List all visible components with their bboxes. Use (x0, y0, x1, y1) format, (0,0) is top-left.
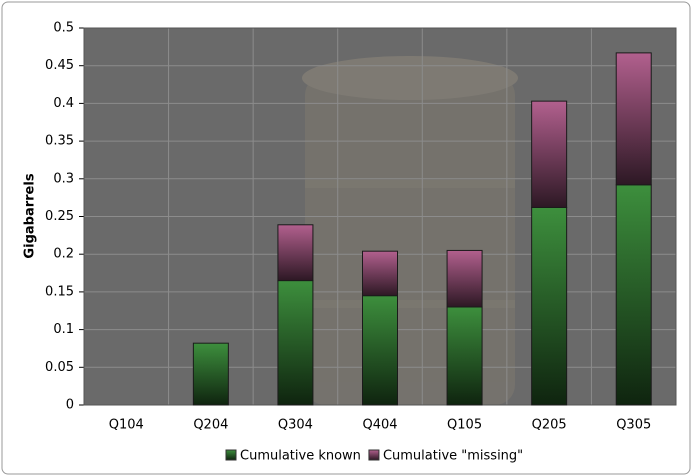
bar-segment (192, 342, 229, 406)
y-tick-label: 0.15 (45, 284, 74, 299)
x-tick-label: Q404 (362, 418, 397, 433)
bar-segment (362, 295, 398, 406)
bar-segment (615, 52, 652, 186)
bar-segment (446, 306, 483, 406)
bar-segment (531, 206, 568, 406)
bar-segment (277, 224, 314, 282)
bar-segment (362, 250, 398, 297)
bar-segment (615, 184, 652, 406)
barrel-image (302, 56, 518, 405)
x-tick-label: Q104 (109, 418, 144, 433)
x-tick-label: Q305 (616, 418, 651, 433)
x-tick-label: Q105 (447, 418, 482, 433)
y-tick-label: 0.3 (53, 171, 74, 186)
y-axis-title: Gigabarrels (23, 173, 38, 258)
y-tick-label: 0.45 (45, 58, 74, 73)
legend-label: Cumulative known (240, 449, 361, 464)
legend-label: Cumulative "missing" (383, 449, 523, 464)
y-tick-label: 0.5 (53, 21, 74, 36)
y-tick-label: 0.25 (45, 209, 74, 224)
bar-segment (277, 280, 314, 406)
y-tick-label: 0.05 (45, 360, 74, 375)
y-tick-label: 0.2 (53, 247, 74, 262)
bar-segment (531, 100, 568, 208)
x-tick-label: Q205 (532, 418, 567, 433)
x-tick-label: Q204 (193, 418, 228, 433)
legend-swatch (368, 449, 380, 461)
x-tick-label: Q304 (278, 418, 313, 433)
y-tick-label: 0.1 (53, 322, 74, 337)
y-tick-label: 0.35 (45, 134, 74, 149)
bar-segment (446, 249, 483, 308)
y-tick-label: 0 (66, 398, 74, 413)
legend-swatch (225, 449, 237, 461)
y-tick-label: 0.4 (53, 96, 74, 111)
